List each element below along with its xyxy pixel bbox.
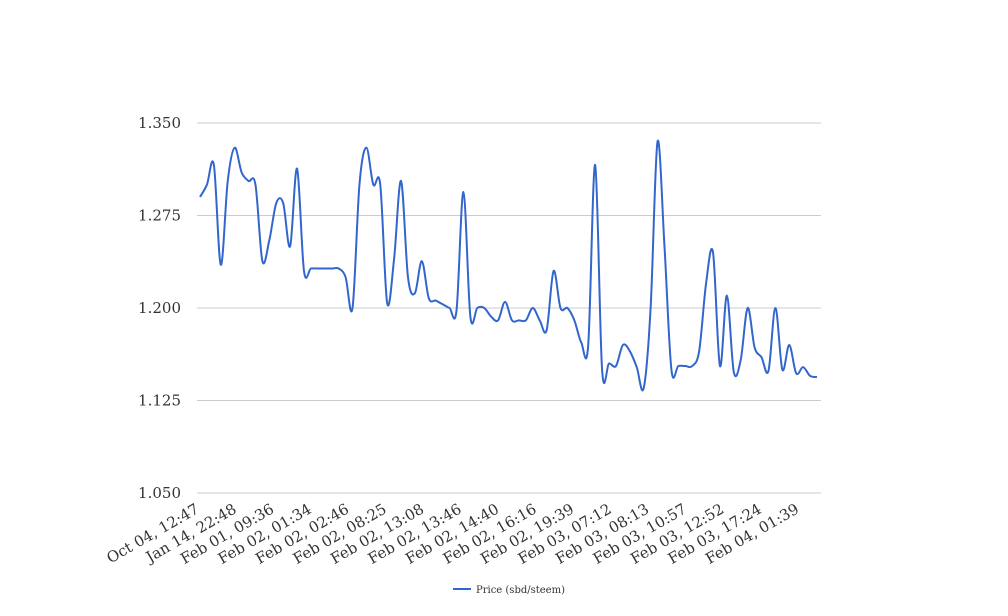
series-line-price [199,139,818,392]
series-layer [199,139,818,392]
y-tick-label: 1.125 [138,392,181,410]
y-tick-label: 1.050 [138,484,181,502]
y-axis-ticks: 1.050 1.125 1.200 1.275 1.350 [138,114,181,502]
legend-label: Price (sbd/steem) [476,585,565,596]
y-tick-label: 1.275 [138,207,181,225]
y-tick-label: 1.200 [138,299,181,317]
y-tick-label: 1.350 [138,114,181,132]
legend: Price (sbd/steem) [453,585,565,596]
grid-lines [197,122,821,494]
